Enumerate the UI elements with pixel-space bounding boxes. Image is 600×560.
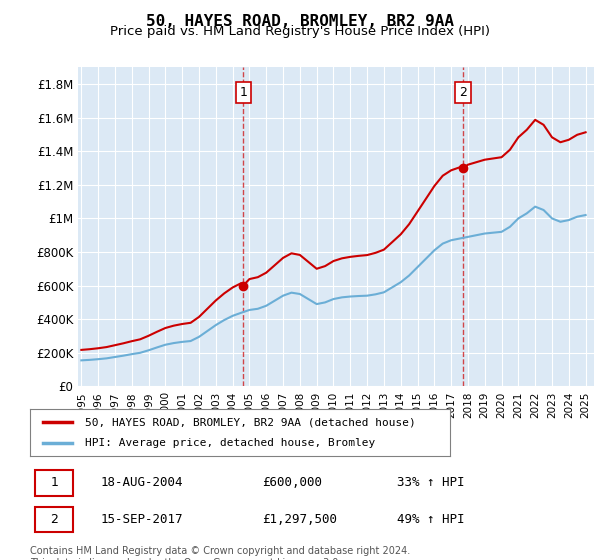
Text: 49% ↑ HPI: 49% ↑ HPI: [397, 513, 465, 526]
Text: 2: 2: [459, 86, 467, 99]
Text: 18-AUG-2004: 18-AUG-2004: [100, 477, 182, 489]
Text: 15-SEP-2017: 15-SEP-2017: [100, 513, 182, 526]
Text: Price paid vs. HM Land Registry's House Price Index (HPI): Price paid vs. HM Land Registry's House …: [110, 25, 490, 38]
FancyBboxPatch shape: [35, 470, 73, 496]
FancyBboxPatch shape: [35, 507, 73, 532]
Text: HPI: Average price, detached house, Bromley: HPI: Average price, detached house, Brom…: [85, 438, 375, 448]
Text: £600,000: £600,000: [262, 477, 322, 489]
Text: £1,297,500: £1,297,500: [262, 513, 337, 526]
Text: 2: 2: [50, 513, 58, 526]
Text: 50, HAYES ROAD, BROMLEY, BR2 9AA (detached house): 50, HAYES ROAD, BROMLEY, BR2 9AA (detach…: [85, 417, 415, 427]
Text: 33% ↑ HPI: 33% ↑ HPI: [397, 477, 465, 489]
Text: 1: 1: [239, 86, 247, 99]
Text: Contains HM Land Registry data © Crown copyright and database right 2024.
This d: Contains HM Land Registry data © Crown c…: [30, 546, 410, 560]
Text: 1: 1: [50, 477, 58, 489]
Text: 50, HAYES ROAD, BROMLEY, BR2 9AA: 50, HAYES ROAD, BROMLEY, BR2 9AA: [146, 14, 454, 29]
